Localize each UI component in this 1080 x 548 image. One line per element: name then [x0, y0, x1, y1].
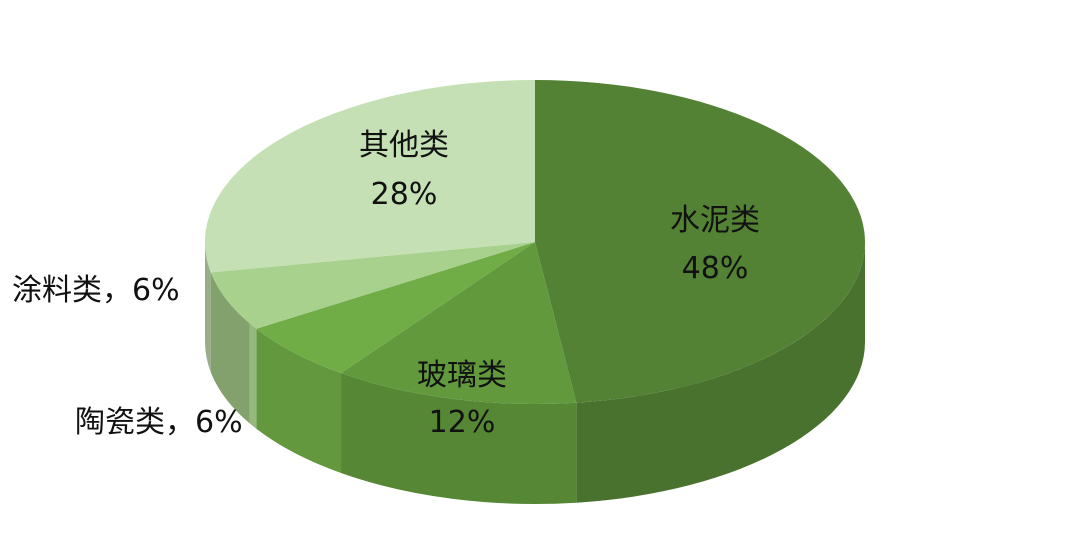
pie-slice-2 [256, 242, 535, 374]
label-cement-value: 48% [682, 251, 749, 286]
pie-slice-3 [210, 242, 535, 329]
label-cement-name: 水泥类 [670, 203, 760, 238]
pie-side-3 [210, 272, 257, 429]
label-glass-value: 12% [429, 405, 496, 440]
label-other-name: 其他类 [359, 128, 449, 163]
pie-side-1 [341, 373, 577, 505]
label-other-value: 28% [371, 177, 438, 212]
pie-slice-0 [535, 80, 866, 403]
pie-side-4 [205, 242, 211, 373]
label-paint: 涂料类，6% [12, 273, 180, 308]
pie-slice-1 [341, 242, 577, 404]
label-glass-name: 玻璃类 [417, 358, 507, 393]
pie-edge-shadow [205, 242, 250, 423]
label-ceramic: 陶瓷类，6% [75, 405, 243, 440]
pie-side-0 [576, 242, 865, 503]
pie-slice-4 [205, 80, 535, 273]
pie-side-2 [256, 328, 342, 474]
